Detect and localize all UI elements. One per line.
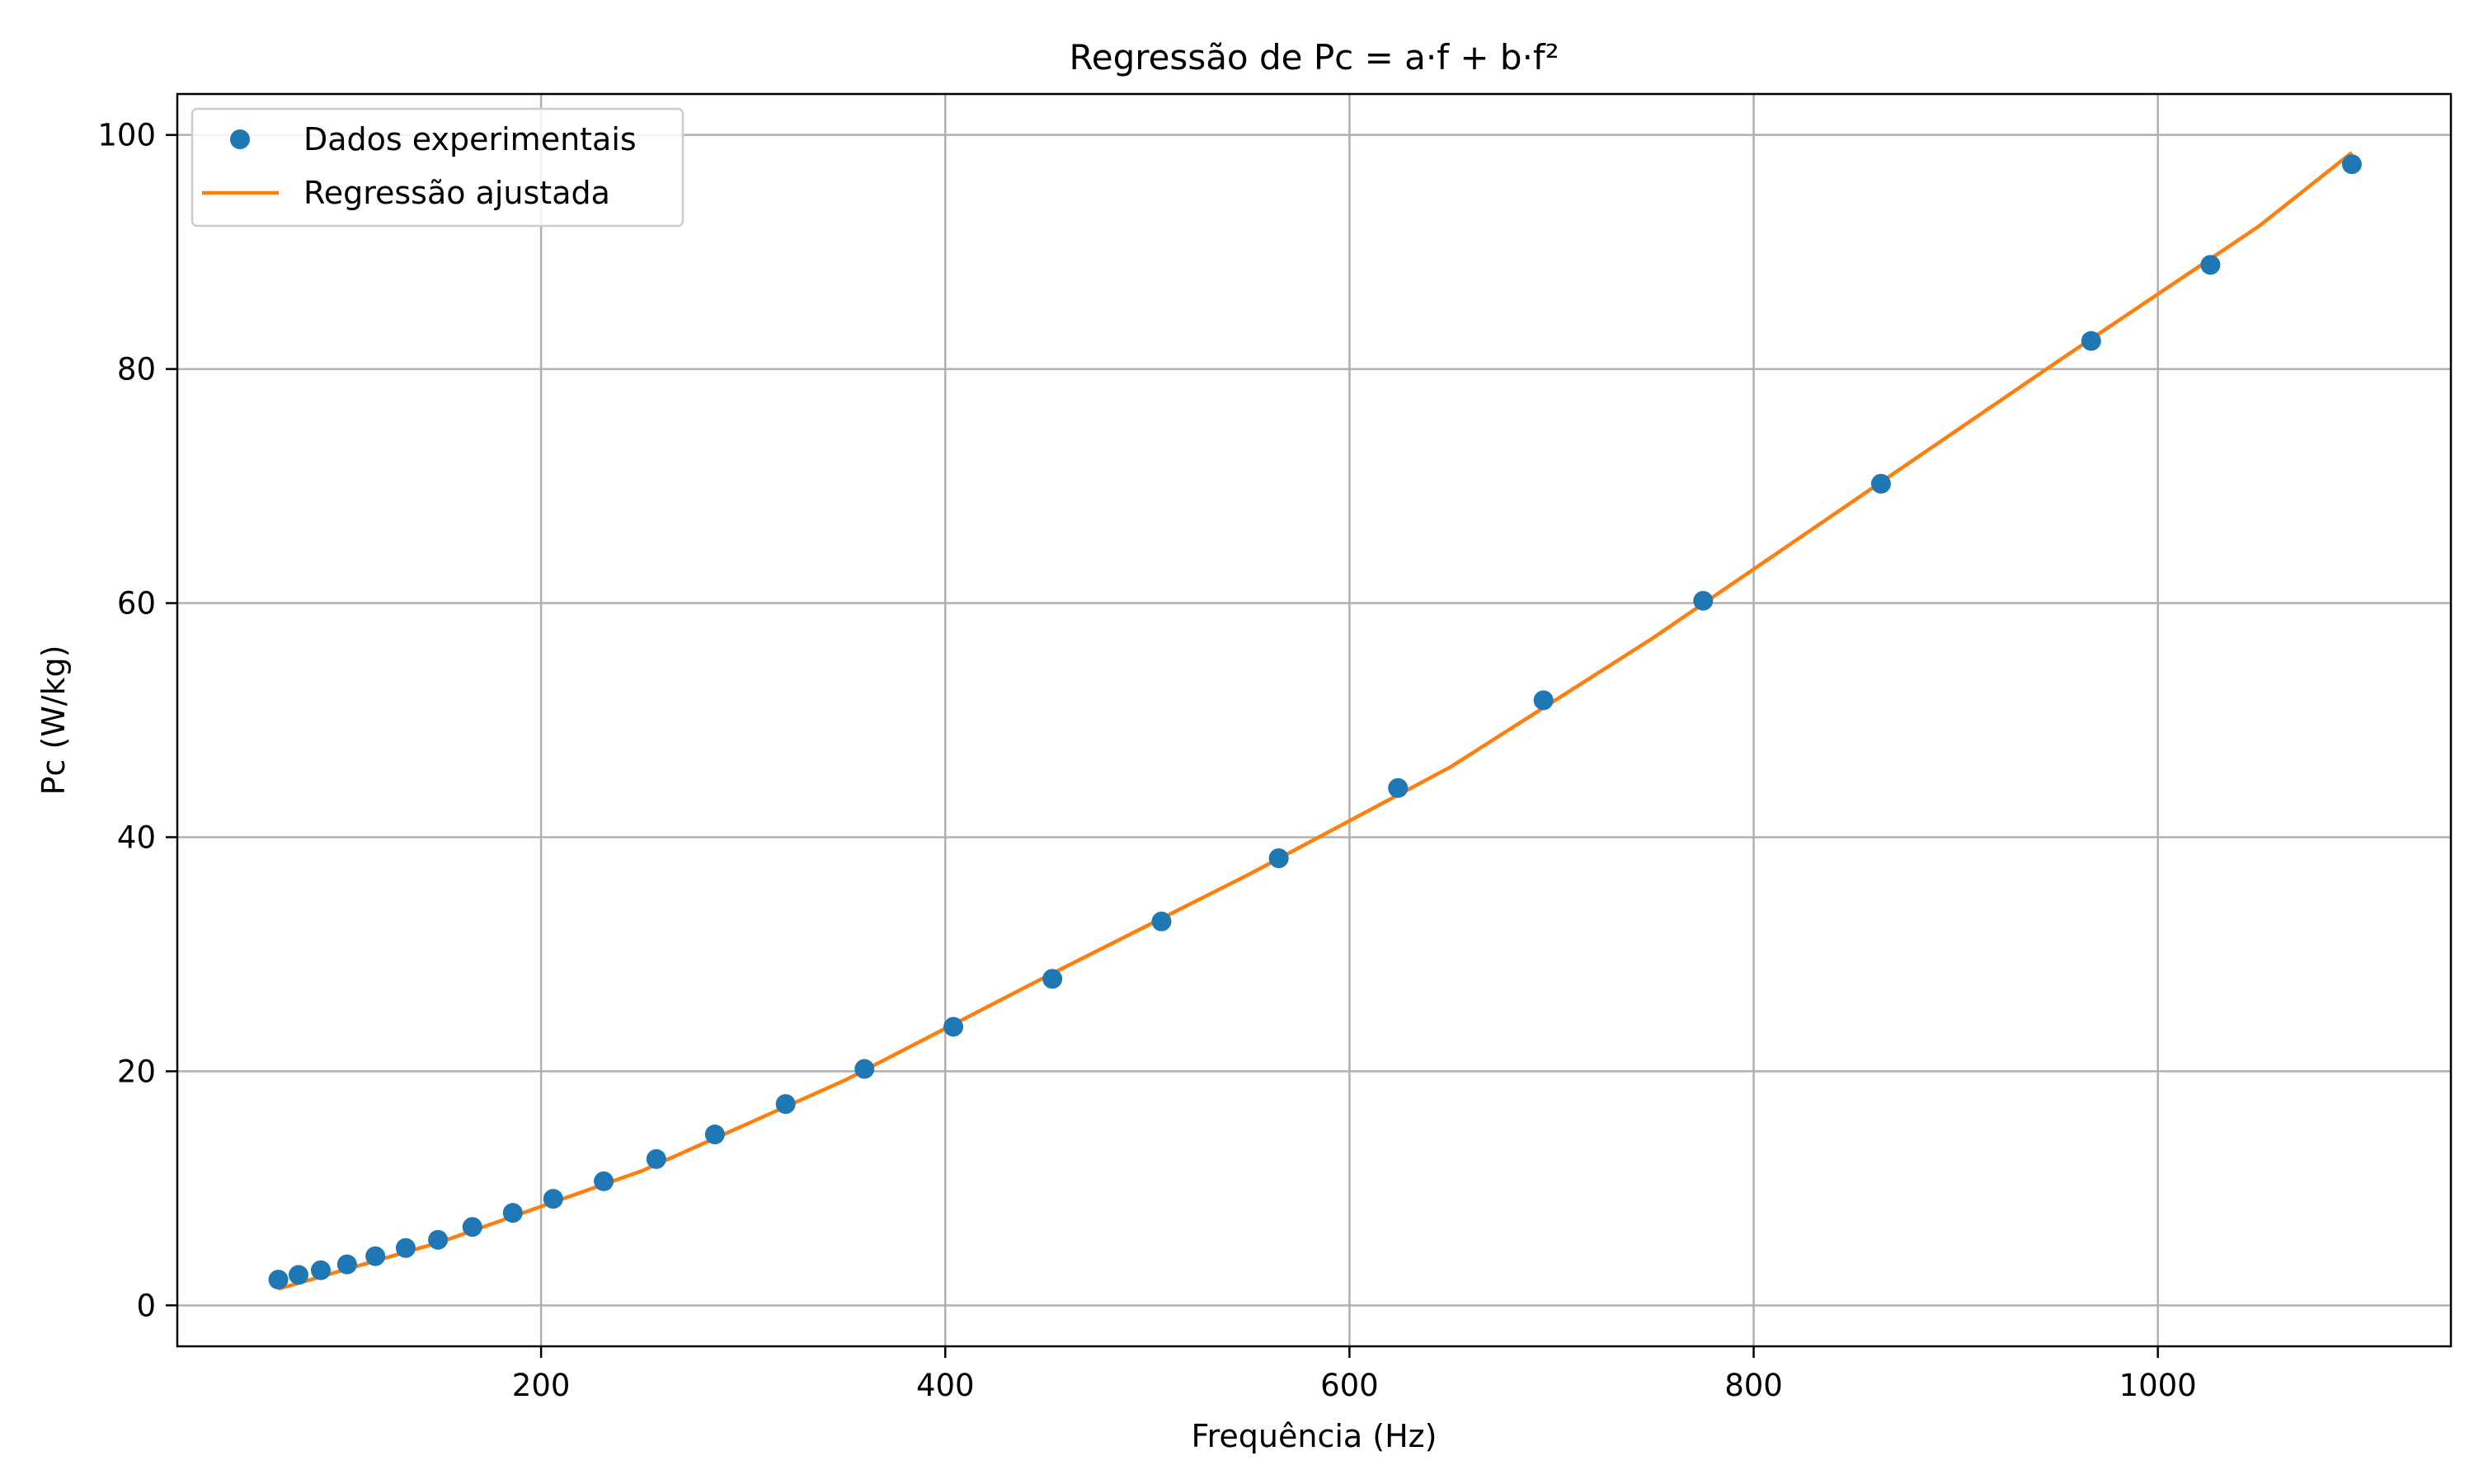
data-point <box>543 1189 563 1209</box>
plot-frame <box>176 92 2453 1348</box>
data-point <box>943 1017 964 1037</box>
legend-label-dados-experimentais: Dados experimentais <box>303 121 637 157</box>
y-tick-label: 40 <box>117 819 156 855</box>
data-point <box>1693 590 1714 611</box>
data-point <box>775 1094 796 1115</box>
data-point <box>854 1059 875 1079</box>
legend-label-regressao-ajustada: Regressão ajustada <box>303 175 610 211</box>
data-point <box>2200 255 2221 275</box>
data-point <box>2081 331 2101 351</box>
data-point <box>1388 777 1409 798</box>
y-tick-label: 100 <box>97 118 156 153</box>
data-point <box>1151 911 1172 932</box>
y-tick-label: 60 <box>117 586 156 622</box>
x-axis-label: Frequência (Hz) <box>1192 1418 1437 1454</box>
data-point <box>395 1237 416 1258</box>
data-point <box>336 1254 357 1275</box>
data-point <box>704 1125 725 1145</box>
y-axis-ticks: 0 20 40 60 80 100 <box>97 118 177 1323</box>
x-tick-label: 1000 <box>2119 1368 2197 1403</box>
data-point <box>289 1265 309 1285</box>
data-point <box>594 1171 614 1191</box>
data-point <box>1533 690 1554 711</box>
y-tick-label: 20 <box>117 1054 156 1089</box>
grid <box>177 94 2451 1346</box>
legend: Dados experimentais Regressão ajustada <box>190 107 684 228</box>
data-points-layer <box>268 154 2362 1290</box>
data-point <box>428 1229 449 1250</box>
x-tick-label: 200 <box>512 1368 571 1403</box>
x-tick-label: 600 <box>1320 1368 1379 1403</box>
y-tick-label: 80 <box>117 352 156 387</box>
chart-title: Regressão de Pc = a·f + b·f² <box>1069 37 1559 77</box>
data-point <box>1268 848 1289 869</box>
x-tick-label: 800 <box>1724 1368 1783 1403</box>
x-axis-ticks: 200 400 600 800 1000 <box>512 1346 2197 1403</box>
data-point <box>462 1217 482 1237</box>
y-axis-label: Pc (W/kg) <box>35 645 72 795</box>
data-point <box>1042 969 1063 989</box>
y-tick-label: 0 <box>136 1288 156 1323</box>
data-point <box>2341 154 2362 175</box>
data-point <box>268 1270 289 1290</box>
data-point <box>310 1260 331 1280</box>
data-point <box>646 1148 666 1169</box>
data-point <box>1870 473 1891 494</box>
data-point <box>502 1203 523 1223</box>
legend-box <box>190 107 684 228</box>
legend-marker-dados-experimentais <box>230 129 250 149</box>
data-point <box>365 1246 386 1266</box>
x-tick-label: 400 <box>916 1368 975 1403</box>
